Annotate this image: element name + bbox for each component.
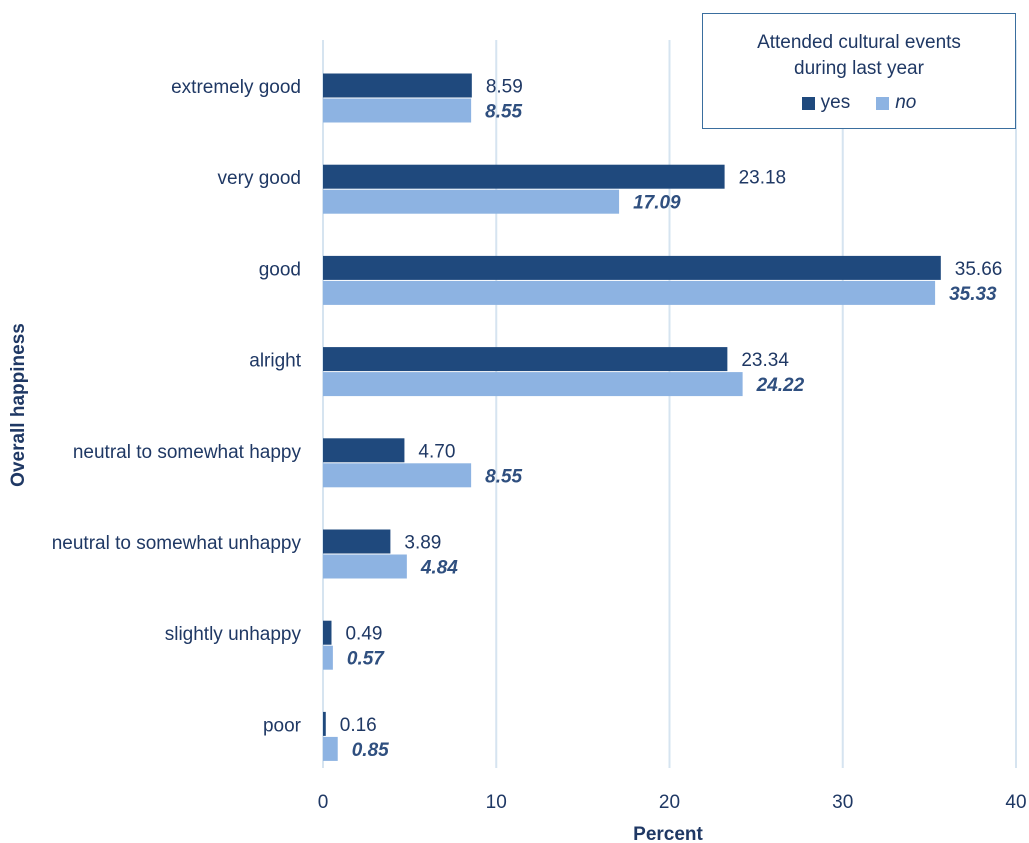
value-label-yes: 0.16: [340, 715, 377, 736]
legend-label-yes: yes: [820, 92, 851, 113]
bar-no: [323, 463, 472, 488]
value-label-yes: 3.89: [404, 533, 441, 554]
value-label-no: 35.33: [949, 284, 997, 305]
legend-items: yes no: [703, 92, 1015, 114]
value-label-no: 24.22: [756, 375, 805, 396]
bar-yes: [323, 255, 941, 280]
category-label: slightly unhappy: [165, 624, 302, 645]
value-label-yes: 0.49: [345, 624, 382, 645]
legend-item-no: no: [876, 92, 916, 114]
value-label-yes: 23.34: [741, 350, 789, 371]
x-tick-label: 40: [1005, 792, 1026, 813]
category-labels: extremely good very good good alright neutra…: [52, 77, 302, 736]
bar-yes: [323, 347, 728, 372]
legend-swatch-yes: [801, 96, 815, 110]
x-tick-labels: 0 10 20 30 40: [318, 792, 1027, 813]
category-label: good: [259, 259, 301, 280]
y-axis-title: Overall happiness: [8, 323, 29, 487]
legend-title: Attended cultural events during last yea…: [703, 30, 1015, 82]
bar-no: [323, 280, 936, 305]
bars: [323, 73, 941, 761]
value-label-yes: 8.59: [486, 77, 523, 98]
category-label: neutral to somewhat unhappy: [52, 533, 302, 554]
bar-no: [323, 736, 338, 761]
x-tick-label: 20: [659, 792, 680, 813]
legend-swatch-no: [876, 96, 890, 110]
x-tick-label: 30: [832, 792, 853, 813]
bar-yes: [323, 529, 391, 554]
x-axis-title: Percent: [633, 824, 703, 843]
value-label-no: 8.55: [485, 466, 522, 487]
value-label-yes: 4.70: [418, 441, 455, 462]
legend-title-line2: during last year: [794, 58, 924, 79]
bar-no: [323, 554, 407, 579]
legend-item-yes: yes: [801, 92, 851, 114]
x-tick-label: 0: [318, 792, 329, 813]
value-label-no: 17.09: [633, 193, 681, 214]
value-label-no: 8.55: [485, 102, 522, 123]
category-label: neutral to somewhat happy: [73, 442, 302, 463]
bar-yes: [323, 164, 725, 189]
legend: Attended cultural events during last yea…: [702, 13, 1016, 129]
value-label-yes: 23.18: [739, 168, 787, 189]
category-label: very good: [218, 168, 301, 189]
bar-yes: [323, 438, 405, 463]
bar-no: [323, 645, 333, 670]
value-label-no: 0.85: [352, 740, 389, 761]
bar-yes: [323, 73, 472, 98]
legend-label-no: no: [895, 92, 917, 113]
bar-yes: [323, 620, 332, 645]
category-label: alright: [249, 351, 301, 372]
x-tick-label: 10: [486, 792, 507, 813]
bar-no: [323, 189, 620, 214]
value-labels: 8.59 8.55 23.18 17.09 35.66 35.33 23.34 24.22 4.…: [340, 77, 1003, 761]
bar-no: [323, 98, 472, 123]
bar-no: [323, 372, 743, 397]
legend-title-line1: Attended cultural events: [757, 32, 961, 53]
gridlines: [322, 40, 1017, 768]
category-label: extremely good: [171, 77, 301, 98]
category-label: poor: [263, 715, 302, 736]
value-label-no: 4.84: [420, 558, 458, 579]
value-label-no: 0.57: [347, 649, 385, 670]
bar-yes: [323, 711, 326, 736]
value-label-yes: 35.66: [955, 259, 1003, 280]
